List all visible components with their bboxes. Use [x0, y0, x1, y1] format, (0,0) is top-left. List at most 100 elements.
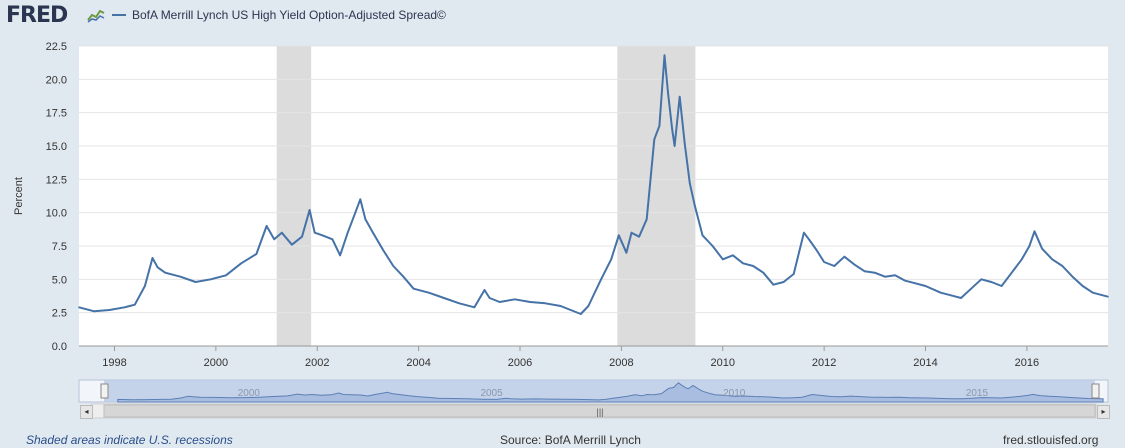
- data-point: [630, 231, 633, 234]
- data-point: [255, 253, 258, 255]
- data-point: [321, 234, 324, 237]
- series-line: [78, 54, 1109, 315]
- plot-background: [79, 46, 1108, 346]
- data-point: [645, 218, 648, 221]
- data-point: [970, 287, 972, 290]
- data-point: [863, 270, 866, 273]
- data-point: [762, 271, 765, 274]
- y-tick-label: 17.5: [46, 108, 67, 120]
- data-point: [990, 281, 993, 283]
- data-point: [382, 249, 384, 251]
- data-point: [772, 283, 775, 286]
- data-point: [625, 251, 628, 254]
- data-point: [884, 275, 886, 278]
- data-point: [529, 301, 531, 303]
- scroll-left-button[interactable]: ◂: [80, 405, 93, 419]
- data-point: [663, 54, 666, 57]
- data-point: [443, 297, 445, 299]
- x-tick-label: 2004: [406, 357, 430, 369]
- navigator-handle[interactable]: [100, 383, 109, 399]
- data-point: [108, 309, 111, 311]
- data-point: [701, 234, 704, 237]
- x-tick-label: 2008: [609, 357, 633, 369]
- navigator-series: [117, 382, 1104, 403]
- y-tick-label: 12.5: [46, 174, 67, 186]
- data-point: [939, 291, 942, 294]
- data-point: [144, 285, 146, 287]
- data-point: [658, 125, 661, 127]
- data-point: [833, 265, 836, 267]
- data-point: [359, 198, 362, 201]
- x-tick-label: 2012: [812, 357, 836, 369]
- data-point: [815, 249, 818, 251]
- data-point: [843, 255, 846, 258]
- recession-band: [276, 46, 312, 346]
- data-point: [1081, 285, 1084, 287]
- data-point: [372, 231, 374, 234]
- data-point: [291, 243, 293, 246]
- x-tick-label: 2002: [305, 357, 329, 369]
- scrollbar-thumb[interactable]: [103, 404, 1096, 418]
- data-point: [803, 231, 805, 234]
- data-point: [473, 306, 476, 309]
- x-tick-label: 2000: [204, 357, 228, 369]
- fred-logo: FRED: [6, 3, 68, 28]
- data-point: [914, 282, 917, 285]
- data-point: [683, 142, 686, 145]
- navigator-handle[interactable]: [1091, 383, 1100, 399]
- data-point: [694, 205, 696, 207]
- y-tick-label: 0.0: [52, 341, 67, 353]
- data-point: [354, 211, 357, 214]
- data-point: [894, 274, 896, 277]
- recession-note: Shaded areas indicate U.S. recessions: [26, 433, 233, 447]
- data-point: [1091, 291, 1094, 294]
- data-point: [1107, 295, 1109, 298]
- scroll-right-button[interactable]: ▸: [1097, 405, 1110, 419]
- data-point: [273, 238, 275, 241]
- data-point: [618, 234, 620, 237]
- data-point: [823, 261, 825, 263]
- data-point: [194, 281, 197, 283]
- data-point: [1051, 258, 1054, 261]
- data-point: [732, 254, 734, 257]
- data-point: [498, 301, 501, 303]
- data-point: [225, 274, 227, 277]
- data-point: [721, 258, 724, 261]
- data-point: [559, 305, 562, 307]
- data-point: [308, 209, 311, 211]
- x-tick-label: 2006: [508, 357, 532, 369]
- data-point: [164, 271, 166, 274]
- data-point: [93, 310, 96, 313]
- y-tick-label: 22.5: [46, 41, 67, 53]
- legend-line-swatch: [112, 14, 126, 16]
- data-point: [874, 271, 876, 274]
- data-point: [782, 281, 785, 283]
- data-point: [678, 95, 681, 98]
- data-point: [638, 235, 640, 238]
- chart-header: FRED BofA Merrill Lynch US High Yield Op…: [0, 0, 1125, 36]
- data-point: [209, 278, 212, 281]
- site-link[interactable]: fred.stlouisfed.org: [1003, 433, 1099, 447]
- x-tick-label: 2010: [711, 357, 735, 369]
- legend-item[interactable]: BofA Merrill Lynch US High Yield Option-…: [112, 8, 446, 22]
- data-point: [742, 262, 744, 265]
- data-point: [653, 138, 656, 141]
- data-point: [402, 275, 405, 278]
- y-tick-label: 20.0: [46, 74, 67, 86]
- data-point: [78, 306, 80, 309]
- x-tick-label: 2016: [1015, 357, 1039, 369]
- recession-band: [617, 46, 696, 346]
- data-point: [1041, 247, 1043, 250]
- data-point: [1033, 230, 1036, 233]
- data-point: [689, 182, 691, 185]
- source-label: Source: BofA Merrill Lynch: [500, 433, 641, 447]
- data-point: [1028, 245, 1031, 247]
- data-point: [960, 297, 962, 299]
- data-point: [808, 238, 810, 241]
- data-point: [392, 265, 395, 267]
- y-tick-label: 15.0: [46, 141, 67, 153]
- data-point: [339, 254, 341, 257]
- data-point: [924, 285, 927, 287]
- data-point: [950, 294, 952, 297]
- x-tick-label: 2014: [913, 357, 937, 369]
